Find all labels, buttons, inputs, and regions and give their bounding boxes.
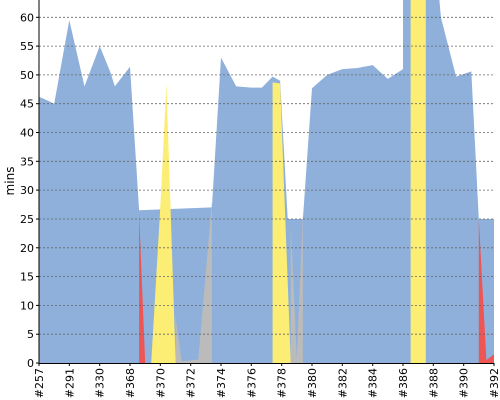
area-unstable-5 bbox=[410, 0, 426, 363]
y-tick-label: 30 bbox=[20, 184, 34, 197]
x-tick-label: #390 bbox=[458, 368, 471, 398]
x-tick-label: #380 bbox=[306, 368, 319, 398]
x-tick-label: #372 bbox=[185, 368, 198, 398]
x-tick-label: #384 bbox=[367, 368, 380, 398]
y-tick-label: 40 bbox=[20, 127, 34, 140]
x-tick-label: #370 bbox=[154, 368, 167, 398]
x-tick-label: #330 bbox=[94, 368, 107, 398]
x-tick-label: #376 bbox=[245, 368, 258, 398]
area-aborted-6 bbox=[175, 201, 212, 363]
y-tick-label: 25 bbox=[20, 213, 34, 226]
x-tick-label: #368 bbox=[124, 368, 137, 398]
y-tick-label: 15 bbox=[20, 271, 34, 284]
y-tick-label: 55 bbox=[20, 40, 34, 53]
area-unstable-4 bbox=[272, 82, 291, 364]
y-tick-label: 10 bbox=[20, 299, 34, 312]
x-tick-label: #291 bbox=[63, 368, 76, 398]
x-tick-labels: #257 #291 #330 #368 #370 #372 #374 #376 #378 #380… bbox=[33, 368, 500, 398]
y-tick-label: 35 bbox=[20, 155, 34, 168]
area-aborted-7 bbox=[290, 213, 303, 363]
axes bbox=[36, 0, 495, 366]
y-tick-labels: 0 5 10 15 20 25 30 35 40 45 50 55 60 bbox=[20, 11, 34, 370]
y-tick-label: 60 bbox=[20, 11, 34, 24]
area-passed-0 bbox=[39, 0, 494, 363]
x-tick-label: #374 bbox=[215, 368, 228, 398]
y-tick-label: 50 bbox=[20, 69, 34, 82]
x-tick-label: #382 bbox=[336, 368, 349, 398]
y-tick-label: 20 bbox=[20, 242, 34, 255]
y-axis-title: mins bbox=[3, 167, 17, 196]
duration-areas bbox=[39, 0, 494, 364]
y-tick-label: 45 bbox=[20, 98, 34, 111]
x-tick-label: #386 bbox=[397, 368, 410, 398]
area-unstable-3 bbox=[151, 83, 176, 363]
x-tick-label: #257 bbox=[33, 368, 46, 398]
area-failed-2 bbox=[478, 207, 494, 363]
x-tick-label: #378 bbox=[276, 368, 289, 398]
y-tick-label: 0 bbox=[27, 357, 34, 370]
y-tick-label: 5 bbox=[27, 328, 34, 341]
x-tick-label: #392 bbox=[488, 368, 500, 398]
x-tick-label: #388 bbox=[427, 368, 440, 398]
